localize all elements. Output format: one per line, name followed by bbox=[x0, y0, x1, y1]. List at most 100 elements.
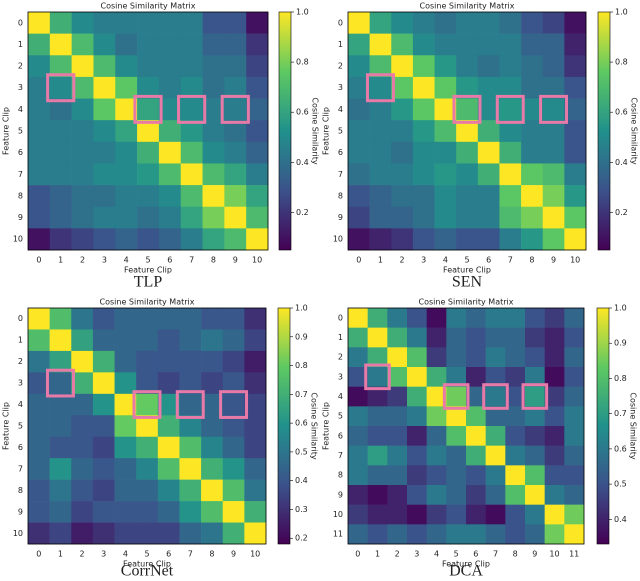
y-tick-label: 7 bbox=[18, 170, 23, 179]
heatmap-cell bbox=[71, 228, 94, 251]
heatmap-cell bbox=[137, 33, 160, 56]
heatmap-cell bbox=[477, 98, 500, 121]
colorbar-tick-label: 0.6 bbox=[296, 108, 309, 117]
heatmap-cell bbox=[387, 386, 408, 407]
caption: SEN bbox=[452, 274, 483, 291]
heatmap-cell bbox=[367, 367, 388, 387]
heatmap-cell bbox=[49, 458, 72, 480]
heatmap-cell bbox=[407, 504, 427, 525]
heatmap-cell bbox=[49, 308, 72, 330]
x-tick-label: 2 bbox=[80, 256, 85, 265]
colorbar-tick-label: 1.0 bbox=[295, 304, 308, 313]
heatmap-cell bbox=[391, 163, 414, 186]
heatmap-cell bbox=[71, 501, 94, 523]
plot-frame bbox=[347, 11, 587, 251]
heatmap-cell bbox=[158, 98, 182, 121]
heatmap-cell bbox=[224, 33, 247, 56]
heatmap-cell bbox=[93, 141, 116, 164]
y-tick-label: 3 bbox=[338, 83, 343, 92]
x-tick-label: 8 bbox=[529, 256, 534, 265]
heatmap-cell bbox=[179, 458, 202, 480]
heatmap-cell bbox=[485, 386, 506, 407]
heatmap-cell bbox=[348, 445, 368, 466]
y-tick-label: 1 bbox=[18, 40, 23, 49]
colorbar-tick-label: 0.9 bbox=[295, 332, 308, 341]
heatmap-cell bbox=[412, 120, 435, 143]
y-tick-label: 5 bbox=[338, 412, 343, 421]
heatmap-cell bbox=[246, 228, 269, 251]
x-tick-label: 4 bbox=[123, 550, 128, 559]
heatmap-cell bbox=[158, 76, 182, 99]
heatmap-cell bbox=[426, 308, 447, 328]
heatmap-cell bbox=[426, 445, 447, 466]
heatmap-cell bbox=[499, 206, 522, 229]
y-tick-label: 6 bbox=[338, 148, 343, 157]
heatmap-cell bbox=[505, 426, 526, 446]
heatmap-cell bbox=[202, 141, 225, 164]
x-tick-label: 1 bbox=[58, 256, 63, 265]
heatmap-cell bbox=[367, 327, 388, 348]
heatmap-cell bbox=[505, 504, 526, 525]
heatmap-cell bbox=[564, 206, 587, 229]
heatmap-cell bbox=[244, 458, 267, 480]
heatmap-cell bbox=[544, 465, 565, 486]
heatmap-cell bbox=[369, 141, 392, 164]
heatmap-cell bbox=[525, 347, 545, 368]
heatmap-cell bbox=[49, 522, 72, 545]
heatmap-cell bbox=[180, 76, 203, 99]
heatmap-cell bbox=[93, 98, 116, 121]
heatmap-cell bbox=[28, 350, 50, 373]
x-tick-label: 11 bbox=[569, 550, 579, 559]
heatmap-cell bbox=[49, 350, 72, 373]
heatmap-cell bbox=[505, 386, 526, 407]
y-tick-label: 8 bbox=[338, 191, 343, 200]
heatmap-cell bbox=[114, 479, 137, 502]
heatmap-cell bbox=[179, 501, 202, 523]
heatmap-cell bbox=[369, 76, 392, 99]
heatmap-cell bbox=[367, 504, 388, 525]
heatmap-cell bbox=[564, 163, 587, 186]
heatmap-cell bbox=[542, 185, 565, 208]
heatmap-cell bbox=[28, 329, 50, 352]
heatmap-cell bbox=[525, 445, 545, 466]
x-tick-label: 6 bbox=[166, 550, 171, 559]
heatmap-cell bbox=[387, 347, 408, 368]
heatmap-cell bbox=[466, 504, 486, 525]
heatmap-cell bbox=[456, 141, 479, 164]
heatmap-cell bbox=[246, 120, 269, 143]
highlight-box bbox=[45, 368, 75, 398]
highlight-box bbox=[175, 390, 205, 419]
heatmap-cell bbox=[564, 12, 587, 34]
x-tick-label: 7 bbox=[188, 550, 193, 559]
heatmap-cell bbox=[201, 415, 224, 438]
heatmap-cell bbox=[348, 76, 370, 99]
heatmap-cell bbox=[137, 55, 160, 78]
chart-title: Cosine Similarity Matrix bbox=[419, 298, 514, 307]
x-tick-label: 3 bbox=[101, 550, 106, 559]
heatmap-cell bbox=[387, 327, 408, 348]
colorbar-tick-label: 0.5 bbox=[295, 447, 308, 456]
heatmap-cell bbox=[367, 406, 388, 427]
heatmap-cell bbox=[180, 206, 203, 229]
y-tick-label: 7 bbox=[338, 451, 343, 460]
y-tick-label: 2 bbox=[338, 62, 343, 71]
heatmap-cell bbox=[505, 445, 526, 466]
heatmap-cell bbox=[49, 329, 72, 352]
heatmap-cell bbox=[93, 55, 116, 78]
x-tick-label: 4 bbox=[124, 256, 129, 265]
heatmap-cell bbox=[246, 141, 269, 164]
heatmap-cell bbox=[114, 393, 137, 416]
heatmap-cell bbox=[137, 141, 160, 164]
y-tick-label: 6 bbox=[338, 431, 343, 440]
heatmap-cell bbox=[544, 485, 565, 505]
heatmap-cell bbox=[71, 522, 94, 545]
heatmap-cell bbox=[369, 228, 392, 251]
heatmap-cell bbox=[426, 465, 447, 486]
heatmap-cell bbox=[49, 206, 72, 229]
heatmap-cell bbox=[564, 426, 585, 446]
heatmap-cell bbox=[71, 393, 94, 416]
heatmap-cell bbox=[244, 393, 267, 416]
y-tick-label: 1 bbox=[18, 336, 23, 345]
heatmap-cell bbox=[114, 308, 137, 330]
heatmap-cell bbox=[71, 163, 94, 186]
